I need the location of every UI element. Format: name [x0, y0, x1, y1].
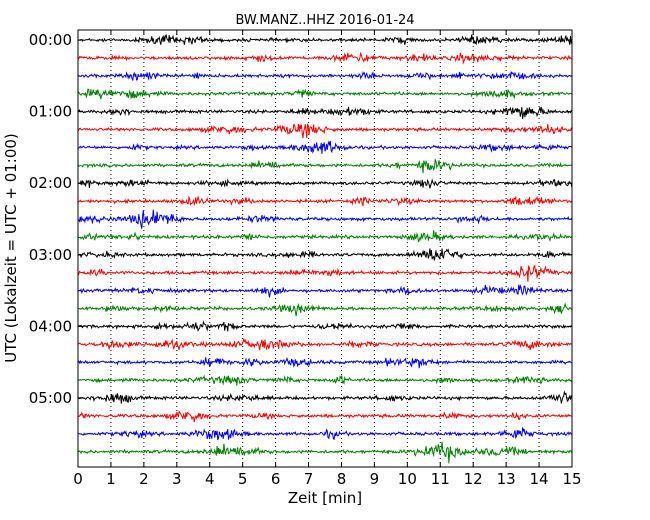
trace-0115 — [77, 123, 573, 139]
x-tick-label: 7 — [304, 470, 314, 488]
trace-layer — [77, 33, 573, 464]
trace-0145 — [77, 158, 573, 174]
trace-0015 — [77, 51, 573, 65]
trace-0315 — [77, 264, 573, 282]
plot-frame — [77, 29, 573, 468]
trace-0415 — [77, 338, 573, 351]
x-tick-label: 14 — [530, 470, 549, 488]
y-axis: 00:00 01:00 02:00 03:00 04:00 05:00 — [29, 31, 572, 407]
trace-0215 — [77, 195, 573, 207]
trace-0245 — [77, 230, 573, 243]
y-tick-label: 00:00 — [29, 31, 72, 49]
x-axis: 0 1 2 3 4 5 6 7 8 9 10 11 12 13 14 15 — [73, 30, 582, 488]
x-tick-label: 1 — [106, 470, 116, 488]
trace-0000 — [77, 33, 573, 45]
y-tick-label: 02:00 — [29, 174, 72, 192]
trace-0345 — [77, 302, 573, 317]
x-tick-label: 2 — [139, 470, 149, 488]
x-tick-label: 3 — [172, 470, 182, 488]
y-tick-label: 01:00 — [29, 103, 72, 121]
x-tick-label: 13 — [497, 470, 516, 488]
trace-0200 — [77, 178, 573, 189]
trace-0400 — [77, 320, 573, 333]
trace-0530 — [77, 427, 573, 441]
trace-0430 — [77, 356, 573, 369]
trace-0130 — [77, 140, 573, 154]
y-tick-label: 05:00 — [29, 389, 72, 407]
trace-0330 — [77, 284, 573, 298]
chart-title: BW.MANZ..HHZ 2016-01-24 — [235, 13, 414, 28]
x-tick-label: 9 — [370, 470, 380, 488]
x-tick-label: 4 — [205, 470, 215, 488]
trace-0030 — [77, 71, 573, 81]
trace-0300 — [77, 248, 573, 261]
x-tick-label: 10 — [398, 470, 417, 488]
x-tick-label: 15 — [562, 470, 581, 488]
y-axis-label: UTC (Lokalzeit = UTC + 01:00) — [2, 133, 20, 363]
x-tick-label: 8 — [337, 470, 347, 488]
trace-0445 — [77, 374, 573, 386]
x-tick-label: 11 — [431, 470, 450, 488]
x-axis-label: Zeit [min] — [288, 489, 362, 507]
x-tick-label: 12 — [464, 470, 483, 488]
y-tick-label: 04:00 — [29, 317, 72, 335]
trace-0230 — [77, 209, 573, 229]
x-tick-label: 0 — [73, 470, 83, 488]
trace-0500 — [77, 390, 573, 404]
vertical-gridlines — [110, 30, 540, 467]
x-tick-label: 6 — [271, 470, 281, 488]
x-tick-label: 5 — [238, 470, 248, 488]
trace-0100 — [77, 106, 573, 119]
y-tick-label: 03:00 — [29, 246, 72, 264]
trace-0515 — [77, 410, 573, 423]
trace-0545 — [77, 441, 573, 464]
trace-0045 — [77, 88, 573, 100]
